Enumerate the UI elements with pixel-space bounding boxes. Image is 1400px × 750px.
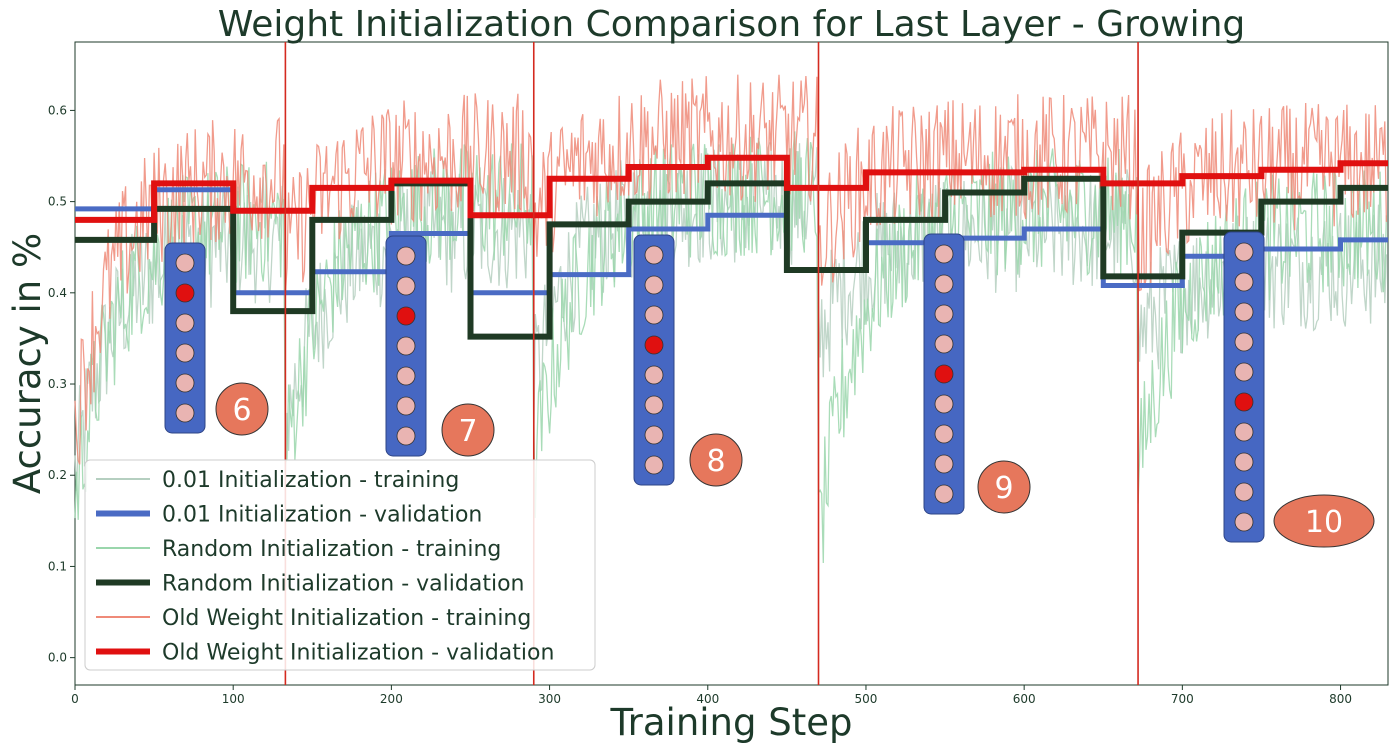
neuron (644, 425, 664, 445)
y-tick-label: 0.0 (48, 651, 67, 665)
neuron (934, 244, 954, 264)
x-tick-label: 100 (222, 692, 245, 706)
legend-label: Old Weight Initialization - training (162, 606, 531, 631)
neuron-active (934, 364, 954, 384)
y-tick-label: 0.1 (48, 559, 67, 573)
neuron (1234, 272, 1254, 292)
x-tick-label: 800 (1329, 692, 1352, 706)
neuron-count-label: 7 (458, 414, 477, 449)
neuron (1234, 422, 1254, 442)
neuron (175, 343, 195, 363)
neuron (396, 426, 416, 446)
legend-label: 0.01 Initialization - training (162, 468, 459, 493)
neuron (644, 455, 664, 475)
neuron (644, 365, 664, 385)
x-tick-label: 500 (855, 692, 878, 706)
neuron-active (396, 306, 416, 326)
x-tick-label: 200 (380, 692, 403, 706)
y-tick-label: 0.2 (48, 468, 67, 482)
neuron (1234, 362, 1254, 382)
plot-area: 6 7 8 9 10 (74, 41, 1389, 686)
training-line (74, 74, 1388, 465)
legend-label: Random Initialization - validation (162, 572, 524, 597)
x-axis-ticks: 0 100 200 300 400 500 600 700 800 (71, 685, 1352, 706)
neuron (934, 424, 954, 444)
x-axis-label: Training Step (610, 701, 853, 744)
neuron (1234, 482, 1254, 502)
neuron-count-badge (441, 403, 495, 457)
neuron (934, 454, 954, 474)
neuron (934, 334, 954, 354)
neuron (934, 274, 954, 294)
network-diagram: 8 (633, 234, 743, 487)
neuron-count-badge (977, 460, 1031, 514)
y-tick-label: 0.6 (48, 103, 67, 117)
network-diagram: 7 (385, 235, 495, 457)
validation-line (75, 175, 1388, 340)
validation-line (75, 154, 1388, 223)
x-tick-label: 400 (696, 692, 719, 706)
network-diagram: 6 (164, 242, 269, 436)
neuron-count-label: 9 (994, 471, 1013, 506)
validation-lines (75, 154, 1388, 340)
neuron (934, 304, 954, 324)
legend-label: Random Initialization - training (162, 537, 501, 562)
legend-label: Old Weight Initialization - validation (162, 641, 554, 666)
y-axis-label: Accuracy in % (6, 233, 49, 494)
neuron (934, 394, 954, 414)
neuron-count-label: 8 (706, 444, 725, 479)
neuron-count-label: 6 (232, 393, 251, 428)
neuron (644, 395, 664, 415)
neuron (396, 396, 416, 416)
legend-box (84, 459, 596, 671)
neuron-count-badge (215, 382, 269, 436)
neuron (1234, 242, 1254, 262)
neuron (396, 366, 416, 386)
neuron (644, 245, 664, 265)
training-line (74, 131, 1388, 564)
neuron (175, 403, 195, 423)
y-tick-label: 0.5 (48, 195, 67, 209)
x-tick-label: 300 (538, 692, 561, 706)
neuron-active (175, 283, 195, 303)
legend-label: 0.01 Initialization - validation (162, 503, 482, 528)
neuron (1234, 452, 1254, 472)
neuron (1234, 512, 1254, 532)
neuron (644, 275, 664, 295)
network-diagram: 10 (1223, 231, 1375, 548)
training-lines (74, 74, 1388, 564)
neuron-active (644, 335, 664, 355)
neuron-count-label: 10 (1305, 505, 1343, 540)
neuron (1234, 332, 1254, 352)
network-layer-box (633, 234, 675, 486)
neuron-count-badge (1273, 494, 1375, 548)
x-tick-label: 0 (71, 692, 79, 706)
neuron (396, 276, 416, 296)
legend: 0.01 Initialization - training 0.01 Initi… (84, 459, 596, 671)
y-tick-label: 0.3 (48, 377, 67, 391)
neuron (175, 253, 195, 273)
neuron (1234, 302, 1254, 322)
x-tick-label: 600 (1013, 692, 1036, 706)
x-tick-label: 700 (1171, 692, 1194, 706)
neuron-count-badge (689, 433, 743, 487)
neuron (396, 336, 416, 356)
network-layer-box (1223, 231, 1265, 543)
chart-title: Weight Initialization Comparison for Las… (218, 4, 1246, 45)
neuron (175, 313, 195, 333)
neuron-active (1234, 392, 1254, 412)
y-tick-label: 0.4 (48, 286, 67, 300)
plot-frame (74, 41, 1389, 686)
network-layer-box (164, 242, 206, 434)
y-axis-ticks: 0.0 0.1 0.2 0.3 0.4 0.5 0.6 (48, 103, 75, 665)
network-diagrams: 6 7 8 9 10 (164, 231, 1375, 548)
neuron (175, 373, 195, 393)
neuron (934, 484, 954, 504)
neuron (396, 246, 416, 266)
network-diagram: 9 (923, 233, 1031, 515)
neuron (644, 305, 664, 325)
